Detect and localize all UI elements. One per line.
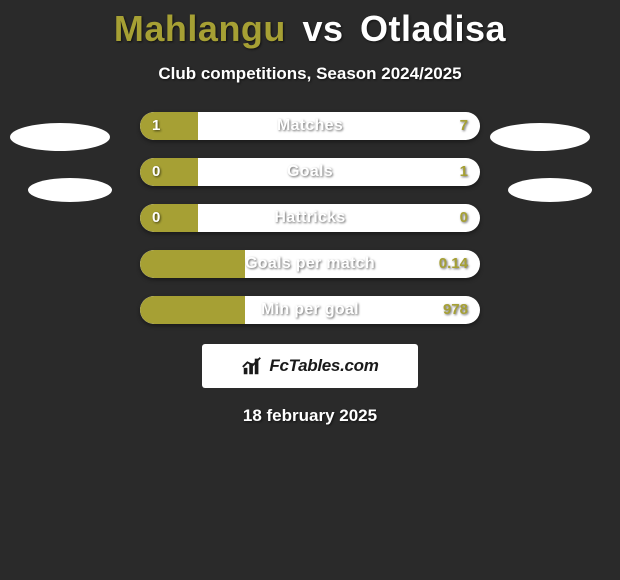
player1-name: Mahlangu xyxy=(114,8,286,49)
stat-bar: Goals per match xyxy=(140,250,480,278)
stat-bar: Goals xyxy=(140,158,480,186)
stat-value-left: 1 xyxy=(152,112,160,140)
vs-text: vs xyxy=(302,8,343,49)
comparison-title: Mahlangu vs Otladisa xyxy=(0,0,620,50)
subtitle: Club competitions, Season 2024/2025 xyxy=(0,64,620,84)
stat-value-right: 1 xyxy=(460,158,468,186)
stat-value-left: 0 xyxy=(152,204,160,232)
stat-row: Goals0 1 xyxy=(0,158,620,186)
bar-chart-icon xyxy=(241,355,263,377)
stat-row: Hattricks0 0 xyxy=(0,204,620,232)
brand-box: FcTables.com xyxy=(202,344,418,388)
stat-bar: Min per goal xyxy=(140,296,480,324)
stat-row: Min per goal978 xyxy=(0,296,620,324)
brand-text: FcTables.com xyxy=(269,356,378,376)
stat-value-right: 7 xyxy=(460,112,468,140)
stat-label: Goals per match xyxy=(140,250,480,278)
stat-label: Goals xyxy=(140,158,480,186)
stat-bar: Matches xyxy=(140,112,480,140)
stat-row: Goals per match0.14 xyxy=(0,250,620,278)
stat-value-right: 0 xyxy=(460,204,468,232)
stats-rows: Matches17Goals01Hattricks00Goals per mat… xyxy=(0,112,620,324)
stat-bar: Hattricks xyxy=(140,204,480,232)
player2-name: Otladisa xyxy=(360,8,506,49)
stat-value-right: 0.14 xyxy=(439,250,468,278)
stat-label: Min per goal xyxy=(140,296,480,324)
date-text: 18 february 2025 xyxy=(0,406,620,426)
stat-label: Hattricks xyxy=(140,204,480,232)
stat-value-right: 978 xyxy=(443,296,468,324)
stat-row: Matches1 7 xyxy=(0,112,620,140)
stat-value-left: 0 xyxy=(152,158,160,186)
stat-label: Matches xyxy=(140,112,480,140)
